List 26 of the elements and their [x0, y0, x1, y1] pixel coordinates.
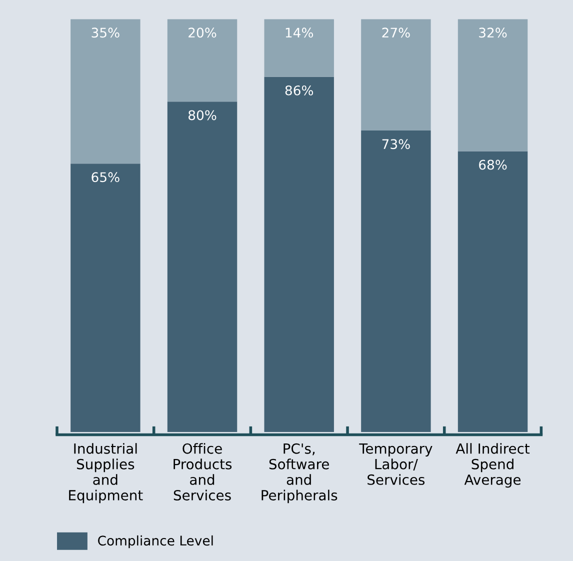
data-label: 65%	[92, 172, 120, 182]
x-tick-label: Industrial Supplies and Equipment	[69, 443, 143, 504]
data-label: 68%	[479, 160, 507, 170]
bar	[361, 130, 431, 432]
bar	[458, 151, 528, 432]
x-tick-label: Office Products and Services	[174, 443, 232, 500]
bar	[458, 19, 528, 152]
data-label: 27%	[382, 28, 410, 38]
x-tick-label: PC's, Software and Peripherals	[262, 443, 338, 504]
x-tick-label: All Indirect Spend Average	[456, 443, 530, 488]
legend-label: Compliance Level	[98, 535, 213, 548]
bar	[264, 19, 334, 77]
bar	[70, 19, 140, 164]
data-label: 35%	[92, 28, 120, 38]
x-tick-label: Temporary Labor/ Services	[359, 444, 432, 485]
data-label: 20%	[188, 28, 216, 38]
bar	[167, 19, 238, 102]
data-label: 80%	[188, 110, 216, 120]
data-label: 32%	[479, 28, 507, 38]
bar	[70, 164, 140, 432]
bar	[361, 19, 431, 131]
data-label: 14%	[286, 28, 314, 38]
bar	[167, 102, 238, 432]
bar	[264, 76, 334, 432]
data-label: 86%	[285, 85, 314, 96]
data-label: 73%	[382, 139, 410, 150]
